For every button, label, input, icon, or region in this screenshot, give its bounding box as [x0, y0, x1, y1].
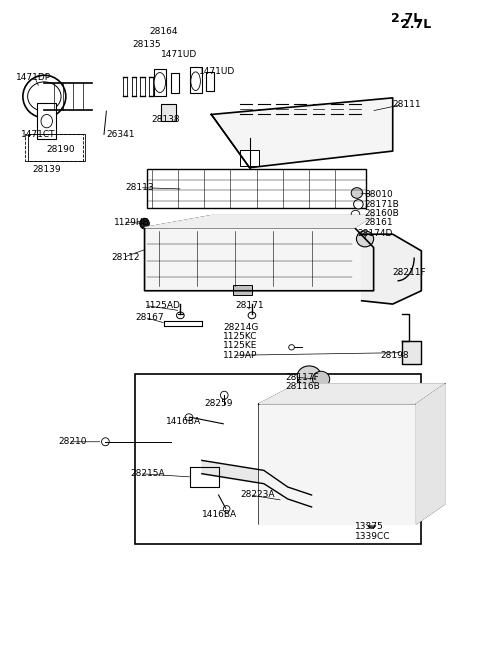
Ellipse shape [220, 391, 228, 399]
Ellipse shape [312, 371, 330, 387]
Text: 1125KC: 1125KC [223, 332, 258, 341]
Text: 1125KE: 1125KE [223, 341, 258, 351]
Text: 2.7L: 2.7L [401, 18, 431, 31]
Bar [407, 440, 419, 480]
Ellipse shape [297, 366, 321, 386]
Bar [171, 73, 180, 94]
Text: 28139: 28139 [33, 164, 61, 174]
Text: 28174D: 28174D [357, 229, 392, 238]
Text: 28138: 28138 [152, 116, 180, 124]
Text: 1416BA: 1416BA [202, 510, 237, 520]
Polygon shape [144, 228, 373, 291]
Text: 28167: 28167 [135, 313, 164, 322]
Bar [161, 104, 176, 121]
Ellipse shape [140, 218, 149, 229]
Polygon shape [211, 98, 393, 168]
Text: 28190: 28190 [47, 144, 75, 154]
Text: 1129HB: 1129HB [114, 218, 149, 226]
Ellipse shape [351, 210, 360, 218]
Text: 28112: 28112 [111, 253, 140, 262]
Text: 28214G: 28214G [223, 323, 259, 332]
Text: 1471CT: 1471CT [21, 130, 55, 139]
Ellipse shape [102, 438, 109, 446]
Text: 1129AP: 1129AP [223, 351, 258, 360]
Ellipse shape [281, 496, 290, 505]
Polygon shape [402, 341, 421, 364]
Bar [297, 376, 321, 404]
Polygon shape [144, 216, 373, 228]
Text: 28171B: 28171B [364, 200, 399, 209]
Text: 1416BA: 1416BA [166, 418, 201, 426]
Ellipse shape [23, 75, 66, 118]
Bar [37, 102, 56, 139]
Text: 28161: 28161 [364, 218, 393, 227]
Ellipse shape [357, 231, 373, 247]
Text: 28111: 28111 [393, 100, 421, 109]
Ellipse shape [223, 506, 230, 512]
Text: 28116B: 28116B [285, 382, 320, 391]
Text: 28160B: 28160B [364, 209, 399, 218]
Text: 28135: 28135 [132, 40, 161, 49]
Text: 28113: 28113 [125, 183, 154, 192]
Polygon shape [259, 384, 445, 404]
Ellipse shape [177, 312, 184, 319]
Polygon shape [417, 384, 445, 524]
Ellipse shape [288, 345, 294, 350]
Ellipse shape [351, 188, 363, 198]
Text: 28198: 28198 [381, 351, 409, 360]
Text: 28210: 28210 [59, 438, 87, 446]
Text: 1471DP: 1471DP [16, 73, 51, 82]
Text: 13375: 13375 [355, 522, 384, 532]
Text: 28211F: 28211F [393, 269, 426, 277]
Bar [205, 72, 214, 91]
Text: 28259: 28259 [204, 399, 233, 408]
Text: 28223A: 28223A [240, 490, 275, 500]
Text: 1339CC: 1339CC [355, 532, 390, 540]
Text: 28215A: 28215A [130, 469, 165, 478]
Ellipse shape [191, 72, 200, 91]
Text: 1471UD: 1471UD [161, 50, 197, 59]
Bar [147, 169, 366, 208]
Ellipse shape [185, 414, 193, 420]
Ellipse shape [41, 114, 52, 128]
Text: 26341: 26341 [107, 130, 135, 139]
Text: 1125AD: 1125AD [144, 301, 180, 310]
Text: 2.7L: 2.7L [391, 11, 421, 25]
Ellipse shape [154, 73, 166, 93]
Bar [154, 69, 166, 96]
Ellipse shape [367, 519, 376, 528]
Polygon shape [362, 234, 421, 304]
Polygon shape [259, 404, 417, 524]
Text: 1471UD: 1471UD [199, 67, 236, 75]
Text: 88010: 88010 [364, 190, 393, 199]
Bar [135, 374, 421, 544]
Bar [233, 285, 252, 295]
Text: 28164: 28164 [149, 27, 178, 36]
Ellipse shape [28, 82, 61, 111]
Ellipse shape [354, 200, 363, 209]
Bar [190, 67, 202, 94]
Text: 28171: 28171 [235, 301, 264, 310]
Ellipse shape [248, 312, 256, 319]
Text: 28117F: 28117F [285, 373, 319, 381]
Bar [240, 150, 259, 166]
